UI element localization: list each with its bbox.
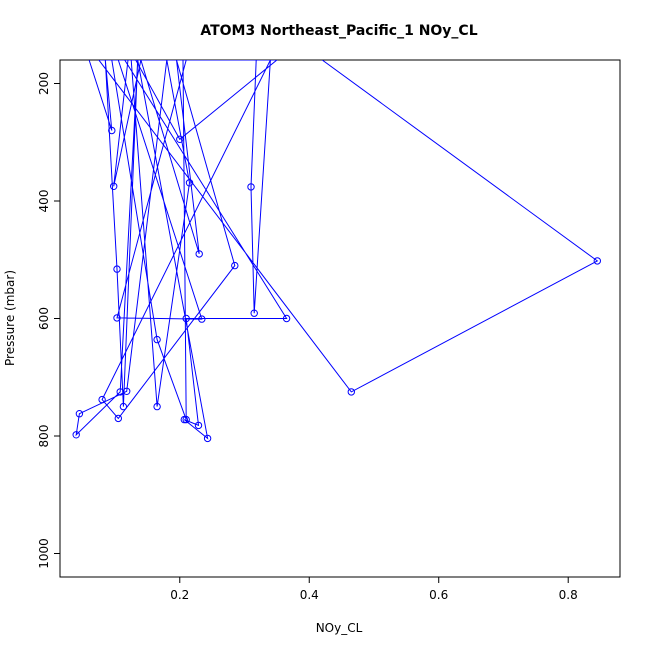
data-point [593,257,601,265]
data-point [250,309,258,317]
y-tick-label: 200 [37,72,51,95]
data-point [119,402,128,411]
data-point [282,314,291,323]
data-point [176,135,184,144]
data-point [98,395,106,404]
data-point [180,415,189,424]
y-axis: 200 400 600 800 1000 [37,72,60,569]
x-tick-label: 0.6 [429,588,448,602]
data-point [247,183,255,191]
data-point [75,410,84,418]
data-point [153,335,161,344]
data-point [194,421,203,430]
data-point [123,387,131,395]
chart-title: ATOM3 Northeast_Pacific_1 NOy_CL [200,23,477,39]
data-point [195,250,203,258]
y-tick-label: 1000 [37,538,51,569]
y-tick-label: 600 [37,307,51,330]
x-axis-label: NOy_CL [316,621,363,635]
x-tick-label: 0.8 [559,588,578,602]
data-point [153,402,161,411]
data-point [113,265,121,273]
data-point [185,179,194,187]
data-point [110,182,118,191]
data-point [198,315,206,323]
series-layer [72,60,601,443]
y-axis-label: Pressure (mbar) [3,270,17,366]
data-point [108,126,116,135]
y-tick-label: 800 [37,425,51,448]
data-point [203,434,212,443]
y-tick-label: 400 [37,190,51,213]
x-tick-label: 0.4 [300,588,319,602]
data-point [114,414,123,423]
x-axis: 0.2 0.4 0.6 0.8 [170,577,578,602]
x-tick-label: 0.2 [170,588,189,602]
series-line [75,60,599,440]
data-point [182,314,190,323]
data-point [347,388,355,396]
data-point [72,431,80,439]
data-point [231,261,239,270]
data-point [113,314,121,322]
data-point [182,415,190,424]
